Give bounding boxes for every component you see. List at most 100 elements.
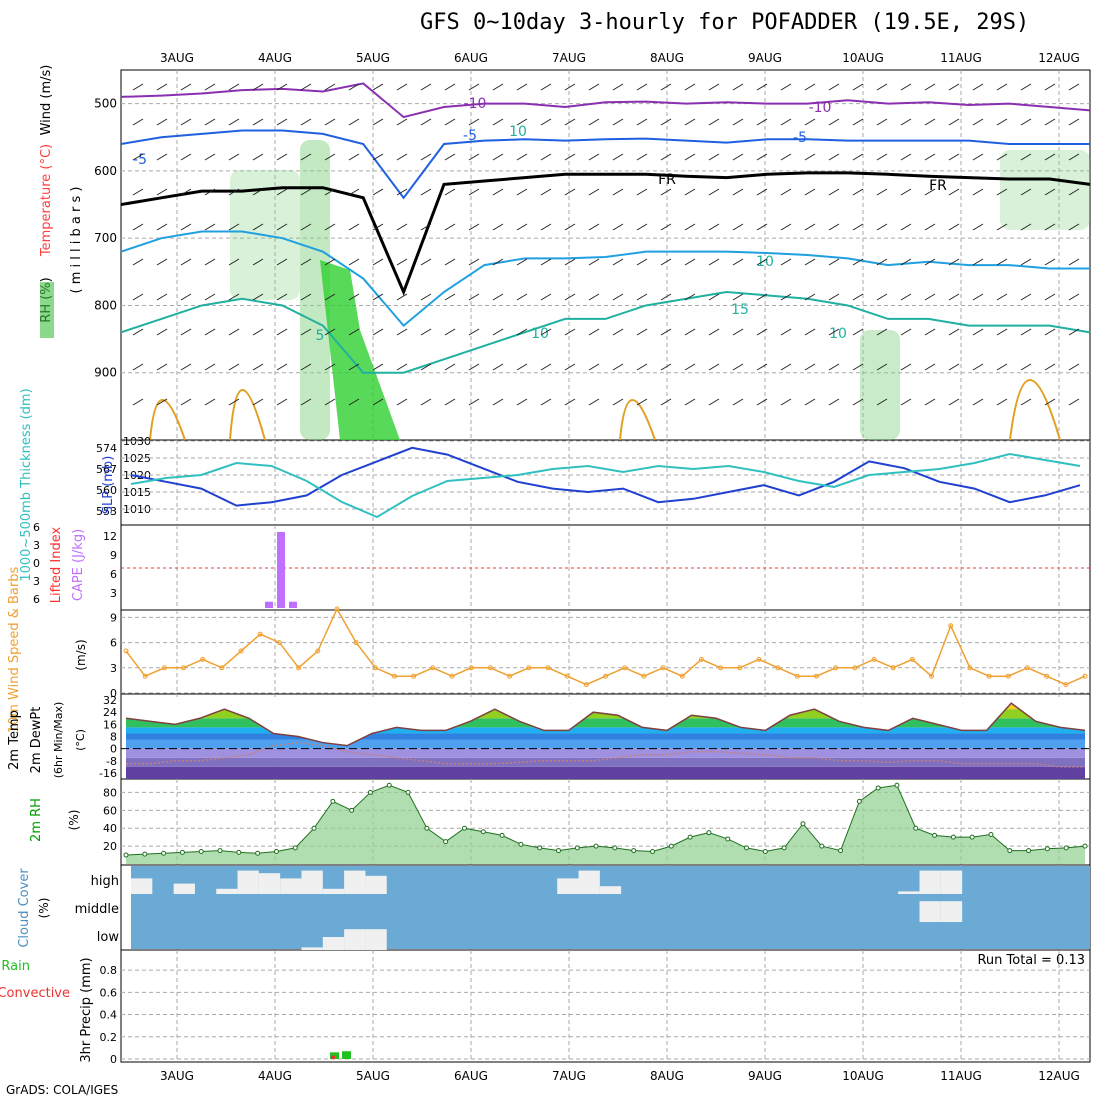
wind-barb (756, 188, 768, 196)
wind-barb (708, 258, 720, 266)
wind-barb (324, 328, 336, 336)
wind-barb (1068, 328, 1080, 336)
wind-barb (804, 153, 816, 161)
wind-barb (900, 118, 912, 126)
wind-barb (780, 223, 792, 231)
rh2m-point (537, 845, 543, 851)
cloud-bar-middle (940, 901, 963, 922)
wind-barb (708, 153, 720, 161)
wind-barb (900, 328, 912, 336)
contour-label: -10 (809, 100, 832, 116)
warm-isotherm (229, 389, 266, 441)
cape-tick: 6 (110, 568, 117, 581)
wind-speed-point (161, 665, 167, 671)
wind-barb (972, 83, 984, 91)
wind-barb (876, 293, 888, 301)
wind-barb (1020, 293, 1032, 301)
date-label-bottom: 8AUG (650, 1069, 684, 1083)
wind-barb (924, 83, 936, 91)
rh2m-point (1044, 846, 1050, 852)
wind-barb (828, 363, 840, 371)
wind-barb (252, 363, 264, 371)
contour-label: 5 (316, 328, 325, 344)
wind-barb (780, 153, 792, 161)
wind-barb (948, 293, 960, 301)
temp-band (126, 766, 1085, 779)
wind-barb (852, 363, 864, 371)
wind-speed-point (296, 665, 302, 671)
cloud-bar-high (365, 875, 387, 894)
wind-barb (132, 398, 144, 406)
wind-barb (132, 363, 144, 371)
wind-barb (180, 188, 192, 196)
wind-barb (492, 153, 504, 161)
wind-speed-point (641, 673, 647, 679)
wind-barb (300, 258, 312, 266)
wind-barb (180, 223, 192, 231)
wind-barb (252, 293, 264, 301)
wind-barb (588, 363, 600, 371)
wind-barb (372, 223, 384, 231)
cloud-tick: middle (75, 902, 119, 917)
wind-barb (396, 293, 408, 301)
wind-barb (228, 188, 240, 196)
pressure-tick: 500 (94, 97, 117, 111)
wind-barb (732, 293, 744, 301)
wind-barb (612, 293, 624, 301)
wind-barb (276, 258, 288, 266)
wind-barb (1068, 118, 1080, 126)
wind-barb (660, 223, 672, 231)
contour-label: 10 (756, 254, 774, 270)
wind-barb (780, 398, 792, 406)
wind-barb (180, 363, 192, 371)
wind-barb (948, 188, 960, 196)
wind-speed-point (1024, 665, 1030, 671)
wind-barb (828, 188, 840, 196)
wind-barb (180, 398, 192, 406)
wind-barb (540, 118, 552, 126)
wind-barb (564, 118, 576, 126)
wind-barb (924, 118, 936, 126)
wind-barb (420, 328, 432, 336)
wind-barb (732, 398, 744, 406)
wind-speed-point (430, 665, 436, 671)
lifted-tick: 0 (33, 557, 40, 570)
wind-barb (444, 293, 456, 301)
wind-speed-point (142, 673, 148, 679)
wind-barb (276, 118, 288, 126)
wind-barb (300, 293, 312, 301)
wind-barb (132, 223, 144, 231)
contour-label: FR (658, 172, 676, 188)
wind-barb (564, 363, 576, 371)
wind-barb (420, 293, 432, 301)
wind-barb (300, 83, 312, 91)
rh2m-point (800, 821, 806, 827)
wind-barb (660, 83, 672, 91)
ylabel-temp-units: (°C) (74, 729, 87, 751)
wind-barb (804, 398, 816, 406)
contour-label: 15 (731, 302, 749, 318)
wind-barb (1020, 83, 1032, 91)
ylabel-rh2m: 2m RH (29, 798, 44, 842)
wind-barb (852, 398, 864, 406)
wind-barb (276, 293, 288, 301)
wind-barb (924, 398, 936, 406)
rh2m-point (330, 798, 336, 804)
wind-barb (588, 153, 600, 161)
wind-barb (636, 223, 648, 231)
wind-barb (228, 153, 240, 161)
thickness-tick: 567 (96, 463, 117, 476)
rh2m-point (518, 841, 524, 847)
wind-barb (852, 258, 864, 266)
rh2m-point (443, 839, 449, 845)
wind-barb (828, 398, 840, 406)
cloud-bar-high (557, 878, 579, 894)
wind-barb (444, 188, 456, 196)
wind-barb (996, 188, 1008, 196)
cloud-bar-high (919, 870, 941, 894)
temp-band (126, 757, 1085, 767)
temp-band (126, 727, 1085, 734)
wind-barb (324, 153, 336, 161)
wind-barb (924, 153, 936, 161)
